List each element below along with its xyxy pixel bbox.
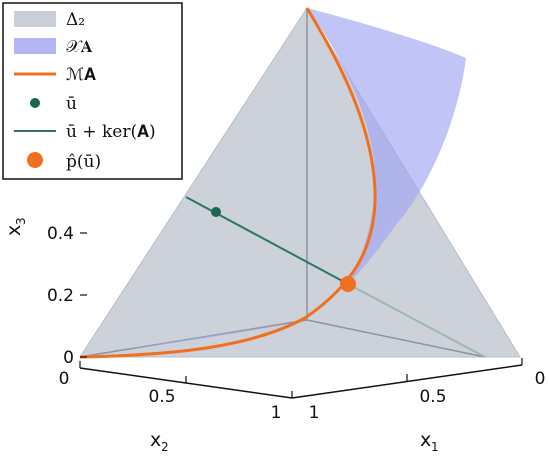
manifold-curve	[79, 7, 377, 359]
legend-swatch-point-u	[30, 98, 40, 108]
point-u-bar	[211, 207, 221, 217]
x2-tick-0: 0	[59, 369, 70, 389]
legend-label-manifold: ℳ𝐀	[66, 65, 96, 85]
legend: Δ₂ 𝒳𝐀 ℳ𝐀 ū ū + ker(𝐀) p̂(ū)	[2, 2, 183, 180]
x2-axis-sub: 2	[161, 440, 169, 454]
legend-swatch-feasible-set	[14, 38, 56, 54]
x3-tick-0: 0	[63, 348, 74, 368]
projection-point	[340, 276, 356, 292]
legend-swatch-simplex	[14, 11, 56, 27]
x2-axis-label: x	[150, 429, 161, 451]
box-edge-right	[306, 319, 486, 358]
legend-label-point-u: ū	[66, 94, 77, 114]
x1-tick-2: 0	[535, 369, 546, 389]
x2-tick-2: 1	[271, 403, 282, 423]
legend-swatch-projection	[27, 152, 43, 168]
x1-axis-line	[291, 364, 523, 399]
x1-tick-1: 0.5	[419, 387, 446, 407]
x3-tick-1: 0.2	[47, 286, 74, 306]
feasible-set-lower	[120, 322, 300, 350]
x1-tick-0: 1	[309, 403, 320, 423]
legend-label-kernel-line: ū + ker(𝐀)	[66, 122, 156, 142]
legend-label-simplex: Δ₂	[66, 10, 85, 30]
x3-tick-2: 0.4	[47, 224, 74, 244]
x1-axis-sub: 1	[431, 440, 439, 454]
x1-axis-label: x	[420, 429, 431, 451]
x3-axis-sub: 3	[14, 217, 28, 225]
legend-label-feasible-set: 𝒳𝐀	[66, 37, 93, 57]
x2-tick-1: 0.5	[148, 387, 175, 407]
legend-label-projection: p̂(ū)	[66, 152, 101, 172]
x3-axis-label: x	[3, 225, 25, 236]
kernel-line-behind	[347, 283, 486, 358]
feasible-set-region	[307, 8, 466, 284]
